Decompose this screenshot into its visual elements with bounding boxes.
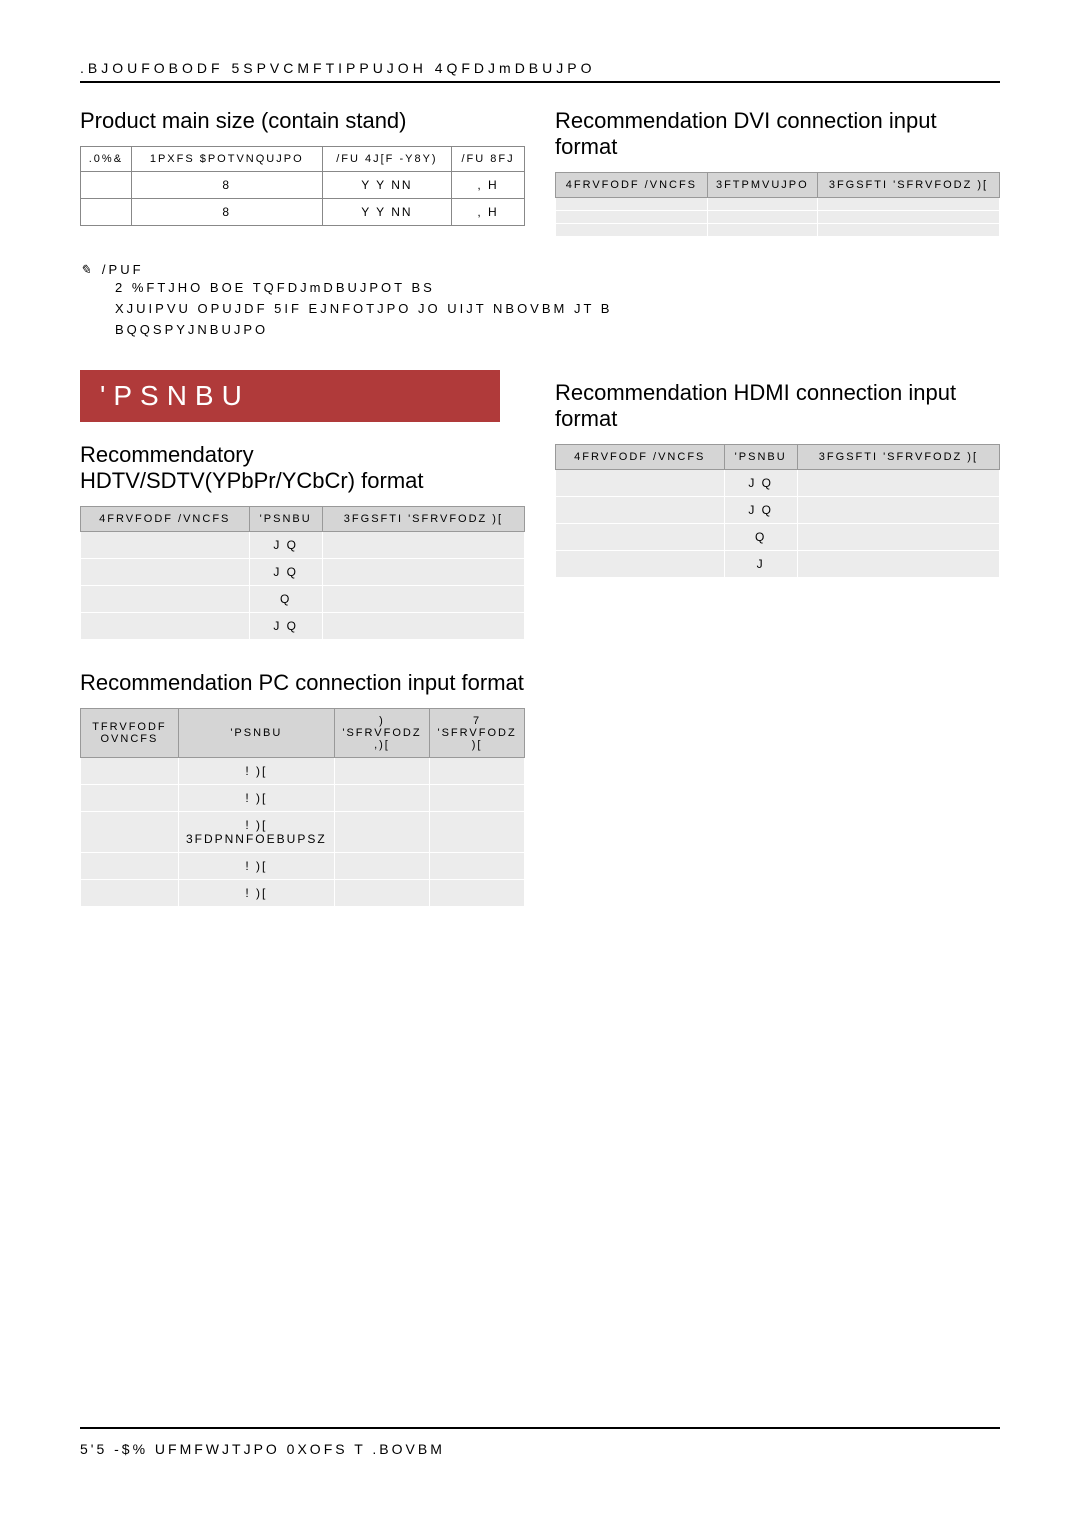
page-header: .BJOUFOBODF 5SPVCMFTIPPUJOH 4QFDJmDBUJPO bbox=[80, 60, 1000, 83]
hdmi-r1c0 bbox=[556, 497, 725, 524]
hdmi-r2c2 bbox=[797, 524, 999, 551]
pc-table: TFRVFODF OVNCFS 'PSNBU ) 'SFRVFODZ ,)[ 7… bbox=[80, 708, 525, 907]
size-r1c1: 8 bbox=[131, 199, 322, 226]
format-banner: 'PSNBU bbox=[80, 370, 500, 422]
pc-h1: 'PSNBU bbox=[178, 709, 334, 758]
dvi-h2: 3FGSFTI 'SFRVFODZ )[ bbox=[817, 173, 999, 198]
hdmi-r0c1: J Q bbox=[724, 470, 797, 497]
pc-r2c0 bbox=[81, 812, 179, 853]
pc-h3: 7 'SFRVFODZ )[ bbox=[430, 709, 525, 758]
pc-r4c2 bbox=[334, 880, 429, 907]
hdmi-r2c0 bbox=[556, 524, 725, 551]
note-l1: XJUIPVU OPUJDF 5IF EJNFOTJPO JO UIJT NBO… bbox=[115, 299, 1000, 320]
hdmi-r0c2 bbox=[797, 470, 999, 497]
size-h3: /FU 8FJ bbox=[452, 147, 525, 172]
dvi-r2c0 bbox=[556, 224, 708, 237]
size-r0c3: , H bbox=[452, 172, 525, 199]
hdmi-r0c0 bbox=[556, 470, 725, 497]
dvi-r0c2 bbox=[817, 198, 999, 211]
hdtv-r2c1: Q bbox=[249, 586, 322, 613]
size-r0c1: 8 bbox=[131, 172, 322, 199]
hdtv-r0c1: J Q bbox=[249, 532, 322, 559]
pc-r4c1: ! )[ bbox=[178, 880, 334, 907]
dvi-table: 4FRVFODF /VNCFS 3FTPMVUJPO 3FGSFTI 'SFRV… bbox=[555, 172, 1000, 237]
size-r1c3: , H bbox=[452, 199, 525, 226]
pc-h2: ) 'SFRVFODZ ,)[ bbox=[334, 709, 429, 758]
hdtv-r3c2 bbox=[322, 613, 524, 640]
hdtv-r0c2 bbox=[322, 532, 524, 559]
hdtv-h2: 3FGSFTI 'SFRVFODZ )[ bbox=[322, 507, 524, 532]
dvi-r1c2 bbox=[817, 211, 999, 224]
size-table: .0%& 1PXFS $POTVNQUJPO /FU 4J[F -Y8Y) /F… bbox=[80, 146, 525, 226]
note-body: 2 %FTJHO BOE TQFDJmDBUJPOT BS XJUIPVU OP… bbox=[115, 278, 1000, 340]
note-label: /PUF bbox=[102, 262, 144, 278]
size-r1c2: Y Y NN bbox=[322, 199, 451, 226]
hdmi-r3c0 bbox=[556, 551, 725, 578]
size-r0c0 bbox=[81, 172, 132, 199]
hdmi-h2: 3FGSFTI 'SFRVFODZ )[ bbox=[797, 445, 999, 470]
hdtv-h1: 'PSNBU bbox=[249, 507, 322, 532]
note-l2: BQQSPYJNBUJPO bbox=[115, 320, 1000, 341]
hdtv-r1c1: J Q bbox=[249, 559, 322, 586]
pc-r0c2 bbox=[334, 758, 429, 785]
hdmi-h1: 'PSNBU bbox=[724, 445, 797, 470]
hdtv-r3c1: J Q bbox=[249, 613, 322, 640]
note-l0: 2 %FTJHO BOE TQFDJmDBUJPOT BS bbox=[115, 278, 1000, 299]
pc-r4c3 bbox=[430, 880, 525, 907]
pc-r4c0 bbox=[81, 880, 179, 907]
dvi-r0c0 bbox=[556, 198, 708, 211]
dvi-r1c0 bbox=[556, 211, 708, 224]
pc-h0: TFRVFODF OVNCFS bbox=[81, 709, 179, 758]
dvi-title: Recommendation DVI connection input form… bbox=[555, 108, 1000, 160]
page-footer: 5'5 -$% UFMFWJTJPO 0XOFS T .BOVBM bbox=[80, 1427, 1000, 1457]
pc-r0c3 bbox=[430, 758, 525, 785]
hdtv-title: Recommendatory HDTV/SDTV(YPbPr/YCbCr) fo… bbox=[80, 442, 525, 494]
dvi-r2c2 bbox=[817, 224, 999, 237]
pc-r3c2 bbox=[334, 853, 429, 880]
size-h0: .0%& bbox=[81, 147, 132, 172]
hdtv-table: 4FRVFODF /VNCFS 'PSNBU 3FGSFTI 'SFRVFODZ… bbox=[80, 506, 525, 640]
dvi-r1c1 bbox=[707, 211, 817, 224]
pc-r1c0 bbox=[81, 785, 179, 812]
pc-r2c3 bbox=[430, 812, 525, 853]
hdmi-r2c1: Q bbox=[724, 524, 797, 551]
size-r0c2: Y Y NN bbox=[322, 172, 451, 199]
pc-r2c2 bbox=[334, 812, 429, 853]
size-h2: /FU 4J[F -Y8Y) bbox=[322, 147, 451, 172]
pc-r2c1: ! )[ 3FDPNNFOEBUPSZ bbox=[178, 812, 334, 853]
hdmi-r1c2 bbox=[797, 497, 999, 524]
hdtv-r1c0 bbox=[81, 559, 250, 586]
pc-r3c1: ! )[ bbox=[178, 853, 334, 880]
note-line: ✎ /PUF bbox=[80, 262, 1000, 278]
hdtv-h0: 4FRVFODF /VNCFS bbox=[81, 507, 250, 532]
pc-r1c1: ! )[ bbox=[178, 785, 334, 812]
dvi-r2c1 bbox=[707, 224, 817, 237]
dvi-r0c1 bbox=[707, 198, 817, 211]
hdmi-title: Recommendation HDMI connection input for… bbox=[555, 380, 1000, 432]
pc-r1c2 bbox=[334, 785, 429, 812]
hdtv-r2c0 bbox=[81, 586, 250, 613]
hdtv-r2c2 bbox=[322, 586, 524, 613]
hdtv-r1c2 bbox=[322, 559, 524, 586]
pc-r0c1: ! )[ bbox=[178, 758, 334, 785]
pc-r0c0 bbox=[81, 758, 179, 785]
hdmi-h0: 4FRVFODF /VNCFS bbox=[556, 445, 725, 470]
pc-r1c3 bbox=[430, 785, 525, 812]
size-title: Product main size (contain stand) bbox=[80, 108, 525, 134]
hdmi-r3c2 bbox=[797, 551, 999, 578]
pencil-icon: ✎ bbox=[80, 262, 94, 278]
dvi-h0: 4FRVFODF /VNCFS bbox=[556, 173, 708, 198]
size-h1: 1PXFS $POTVNQUJPO bbox=[131, 147, 322, 172]
hdtv-r0c0 bbox=[81, 532, 250, 559]
pc-r3c0 bbox=[81, 853, 179, 880]
hdmi-table: 4FRVFODF /VNCFS 'PSNBU 3FGSFTI 'SFRVFODZ… bbox=[555, 444, 1000, 578]
pc-r3c3 bbox=[430, 853, 525, 880]
hdtv-r3c0 bbox=[81, 613, 250, 640]
pc-title: Recommendation PC connection input forma… bbox=[80, 670, 525, 696]
hdmi-r3c1: J bbox=[724, 551, 797, 578]
dvi-h1: 3FTPMVUJPO bbox=[707, 173, 817, 198]
hdmi-r1c1: J Q bbox=[724, 497, 797, 524]
size-r1c0 bbox=[81, 199, 132, 226]
